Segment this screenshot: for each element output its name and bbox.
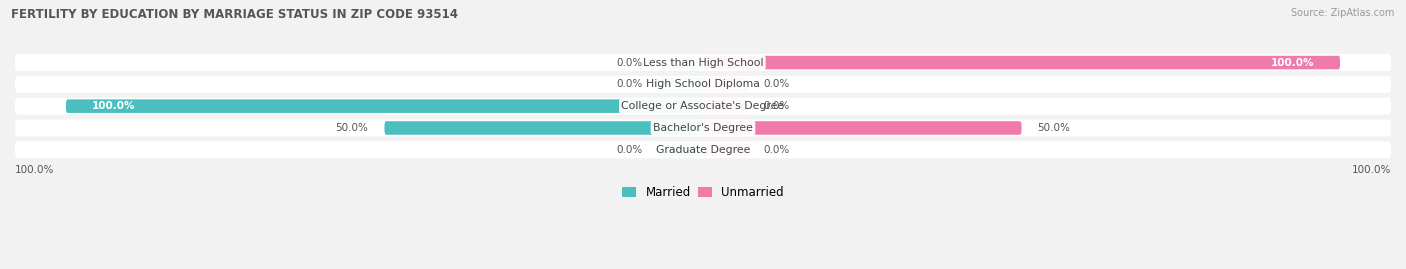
FancyBboxPatch shape bbox=[15, 54, 1391, 71]
Text: Bachelor's Degree: Bachelor's Degree bbox=[652, 123, 754, 133]
Text: 100.0%: 100.0% bbox=[1351, 165, 1391, 175]
Text: 100.0%: 100.0% bbox=[91, 101, 135, 111]
FancyBboxPatch shape bbox=[15, 141, 1391, 158]
FancyBboxPatch shape bbox=[703, 100, 748, 113]
FancyBboxPatch shape bbox=[658, 56, 703, 69]
Text: 50.0%: 50.0% bbox=[336, 123, 368, 133]
FancyBboxPatch shape bbox=[658, 143, 703, 157]
Text: Source: ZipAtlas.com: Source: ZipAtlas.com bbox=[1291, 8, 1395, 18]
FancyBboxPatch shape bbox=[658, 77, 703, 91]
FancyBboxPatch shape bbox=[384, 121, 703, 135]
FancyBboxPatch shape bbox=[66, 100, 703, 113]
Text: FERTILITY BY EDUCATION BY MARRIAGE STATUS IN ZIP CODE 93514: FERTILITY BY EDUCATION BY MARRIAGE STATU… bbox=[11, 8, 458, 21]
Text: 50.0%: 50.0% bbox=[1038, 123, 1070, 133]
FancyBboxPatch shape bbox=[703, 121, 1022, 135]
Text: 100.0%: 100.0% bbox=[1271, 58, 1315, 68]
FancyBboxPatch shape bbox=[15, 98, 1391, 115]
Legend: Married, Unmarried: Married, Unmarried bbox=[617, 182, 789, 204]
FancyBboxPatch shape bbox=[703, 77, 748, 91]
Text: College or Associate's Degree: College or Associate's Degree bbox=[621, 101, 785, 111]
FancyBboxPatch shape bbox=[703, 56, 1340, 69]
Text: 0.0%: 0.0% bbox=[616, 58, 643, 68]
Text: 100.0%: 100.0% bbox=[15, 165, 55, 175]
FancyBboxPatch shape bbox=[703, 143, 748, 157]
Text: 0.0%: 0.0% bbox=[763, 79, 790, 89]
Text: 0.0%: 0.0% bbox=[763, 101, 790, 111]
FancyBboxPatch shape bbox=[15, 119, 1391, 136]
Text: Graduate Degree: Graduate Degree bbox=[655, 145, 751, 155]
Text: Less than High School: Less than High School bbox=[643, 58, 763, 68]
FancyBboxPatch shape bbox=[15, 76, 1391, 93]
Text: 0.0%: 0.0% bbox=[763, 145, 790, 155]
Text: 0.0%: 0.0% bbox=[616, 145, 643, 155]
Text: 0.0%: 0.0% bbox=[616, 79, 643, 89]
Text: High School Diploma: High School Diploma bbox=[647, 79, 759, 89]
